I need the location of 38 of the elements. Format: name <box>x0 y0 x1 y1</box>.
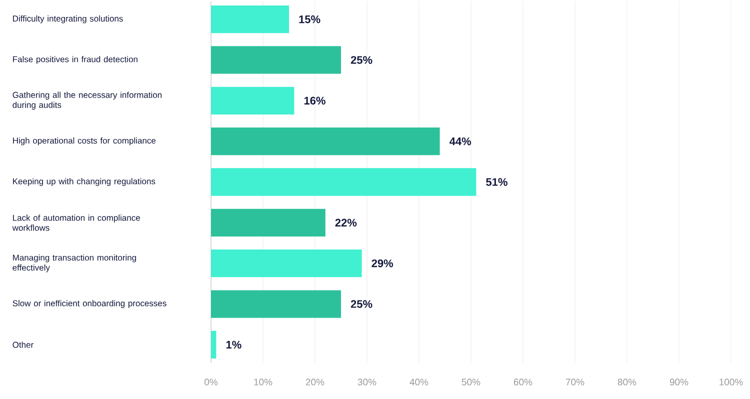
x-tick-label: 60% <box>514 378 532 386</box>
x-tick-label: 30% <box>358 378 376 386</box>
bar <box>211 5 289 34</box>
y-tick-label: Keeping up with changing regulations <box>13 178 156 186</box>
data-label: 25% <box>350 56 372 64</box>
data-label: 1% <box>226 340 242 349</box>
data-label: 15% <box>299 15 320 24</box>
data-label: 22% <box>335 218 357 227</box>
x-tick-label: 50% <box>462 378 480 386</box>
x-tick-label: 100% <box>720 378 743 386</box>
bar <box>211 330 216 359</box>
data-label: 25% <box>350 300 372 308</box>
bar <box>211 128 440 156</box>
data-label: 29% <box>372 259 394 268</box>
y-tick-label: Lack of automation in compliance workflows <box>12 214 140 231</box>
data-label: 16% <box>304 96 326 105</box>
y-tick-label: Gathering all the necessary information during audits <box>12 92 162 110</box>
y-tick-label: False positives in fraud detection <box>13 56 138 64</box>
x-tick-label: 10% <box>254 378 272 386</box>
y-tick-label: High operational costs for compliance <box>13 137 156 146</box>
x-tick-label: 70% <box>566 378 584 386</box>
bar <box>211 168 476 196</box>
y-tick-label: Slow or inefficient onboarding processes <box>12 300 166 308</box>
data-label: 51% <box>486 178 508 186</box>
bar <box>211 290 341 318</box>
bar <box>211 250 362 278</box>
bar <box>211 86 294 114</box>
x-tick-label: 20% <box>306 378 324 386</box>
y-tick-label: Managing transaction monitoring effectively <box>12 254 136 272</box>
data-label: 44% <box>450 137 472 146</box>
bar <box>211 208 326 237</box>
y-tick-label: Other <box>12 342 34 348</box>
y-tick-label: Difficulty integrating solutions <box>13 15 123 24</box>
x-tick-label: 80% <box>618 378 636 386</box>
bar <box>211 46 341 74</box>
x-tick-label: 90% <box>670 378 688 386</box>
x-tick-label: 40% <box>410 378 428 386</box>
x-tick-label: 0% <box>204 378 218 386</box>
